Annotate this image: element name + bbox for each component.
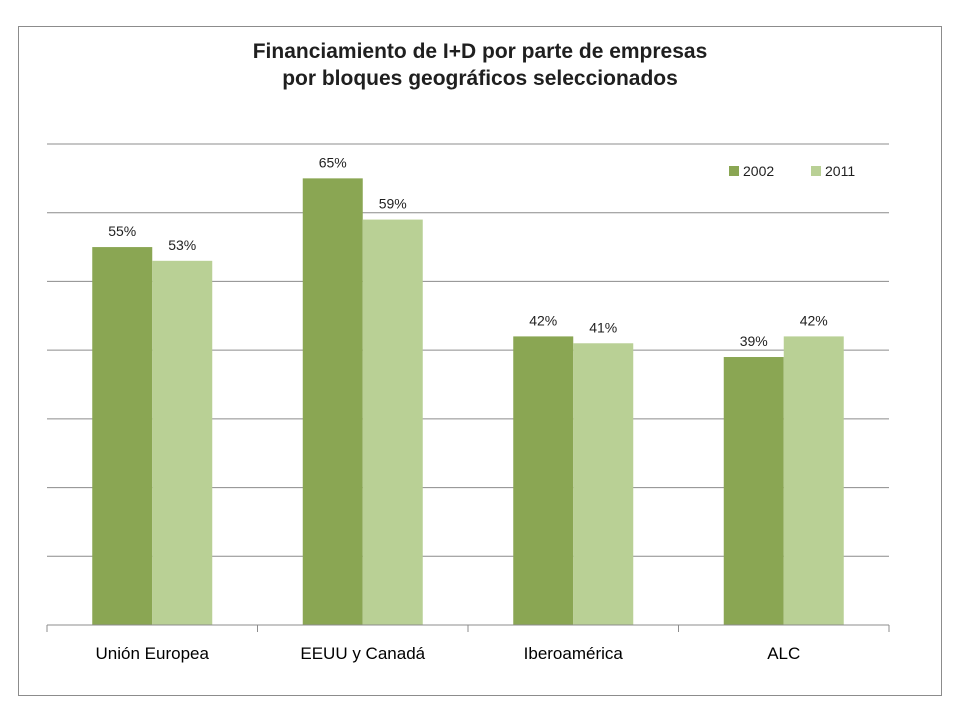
data-label-2011-3: 41% (589, 319, 617, 335)
data-label-2011-2: 59% (379, 196, 407, 212)
chart-title-line-1: Financiamiento de I+D por parte de empre… (252, 40, 708, 63)
x-tick-label: ALC (767, 644, 800, 663)
bar-2011-2 (362, 219, 423, 626)
x-tick-label: Unión Europea (96, 644, 210, 663)
data-label-2002-4: 39% (740, 333, 768, 349)
x-tick-label: EEUU y Canadá (300, 644, 425, 663)
x-tick-label: Iberoamérica (524, 644, 624, 663)
chart-title-line-2: por bloques geográficos seleccionados (282, 67, 678, 90)
bar-2002-2 (302, 178, 363, 625)
data-label-2002-2: 65% (319, 154, 347, 170)
data-label-2011-1: 53% (168, 237, 196, 253)
legend-label-2002: 2002 (743, 163, 774, 179)
bar-2011-4 (783, 336, 844, 625)
bar-2002-4 (723, 357, 784, 625)
legend-label-2011: 2011 (825, 163, 855, 179)
bar-2002-1 (92, 247, 153, 626)
bar-2011-1 (152, 260, 213, 625)
data-label-2002-3: 42% (529, 312, 557, 328)
bar-2011-3 (573, 343, 634, 625)
data-label-2011-4: 42% (800, 312, 828, 328)
legend-swatch-2002 (729, 166, 739, 176)
chart-title: Financiamiento de I+D por parte de empre… (0, 38, 960, 92)
bar-2002-3 (513, 336, 574, 625)
data-label-2002-1: 55% (108, 223, 136, 239)
legend-swatch-2011 (811, 166, 821, 176)
